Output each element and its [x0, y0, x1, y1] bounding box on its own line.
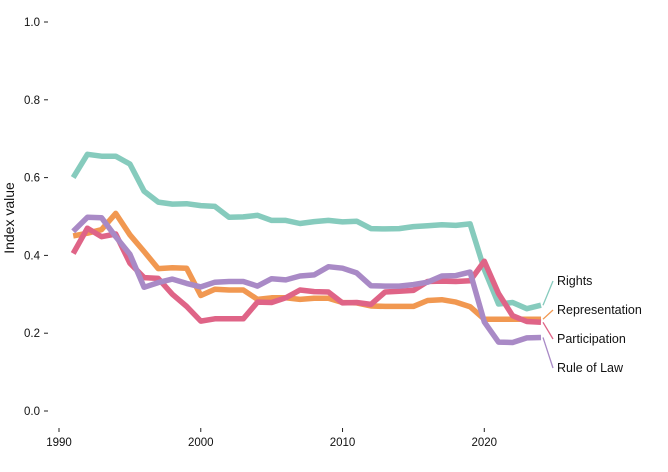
- series-line-rights: [70, 151, 542, 312]
- series-connector: [542, 309, 554, 320]
- y-tick-label: 0.4: [24, 250, 41, 262]
- y-tick-label: 1.0: [24, 17, 40, 29]
- series-connector: [542, 280, 554, 306]
- y-tick-label: 0.0: [24, 406, 40, 418]
- y-tick-label: 0.2: [24, 328, 40, 340]
- series-line-representation: [72, 210, 541, 322]
- x-tick-label: 2010: [330, 437, 356, 449]
- series-labels: Rights Representation Participation Rule of…: [542, 274, 642, 375]
- series-label-participation: Participation: [557, 332, 626, 346]
- series-connector: [542, 321, 554, 340]
- series-connector: [542, 337, 554, 369]
- x-tick-label: 2000: [188, 437, 214, 449]
- x-tick-label: 1990: [46, 437, 72, 449]
- series-line-rule-of-law: [71, 214, 542, 346]
- series-label-representation: Representation: [557, 303, 642, 317]
- series-line-participation: [70, 225, 542, 326]
- series-label-rule-of-law: Rule of Law: [557, 361, 624, 375]
- y-axis: 0.0 0.2 0.4 0.6 0.8 1.0: [24, 17, 48, 418]
- series-lines: [70, 151, 542, 346]
- y-tick-label: 0.8: [24, 95, 40, 107]
- y-tick-label: 0.6: [24, 173, 40, 185]
- series-label-rights: Rights: [557, 274, 592, 288]
- x-tick-label: 2020: [471, 437, 497, 449]
- x-axis: 1990 2000 2010 2020: [46, 428, 497, 449]
- y-axis-title: Index value: [1, 182, 17, 254]
